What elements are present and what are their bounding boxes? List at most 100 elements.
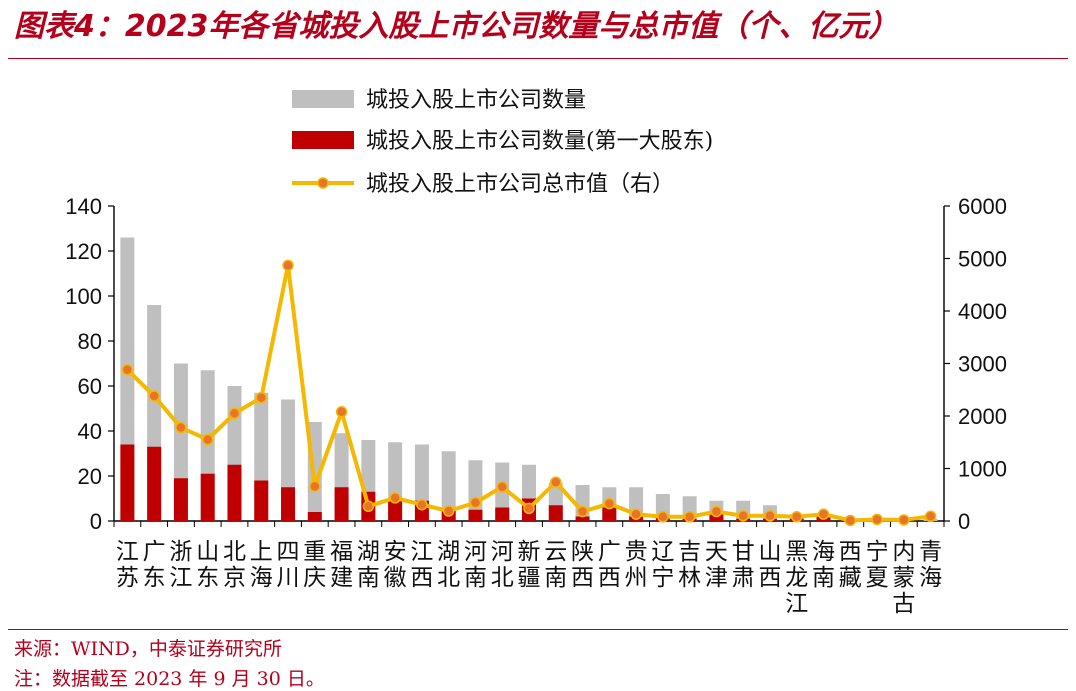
category-label: 天津 (705, 539, 728, 591)
axes: 0 20 40 60 80 100 120 140 0 1000 2000 3000 4000 5000 6… (65, 194, 1007, 534)
right-tick-label: 2000 (958, 404, 1007, 429)
market-value-point (255, 391, 268, 404)
market-value-point (309, 480, 321, 493)
market-value-line (121, 259, 937, 527)
date-note: 注：数据截至 2023 年 9 月 30 日。 (14, 668, 325, 690)
category-label: 宁夏 (866, 539, 889, 591)
bar-first-shareholder (602, 507, 617, 521)
bar-first-shareholder (120, 444, 135, 521)
right-tick-label: 3000 (958, 352, 1007, 377)
market-value-point (442, 505, 455, 517)
category-label: 海南 (812, 539, 835, 591)
legend-label-first-shareholder: 城投入股上市公司数量(第一大股东) (366, 129, 713, 154)
right-tick-label: 0 (958, 509, 970, 534)
market-value-point (389, 492, 401, 504)
bars-total (120, 237, 938, 521)
bar-first-shareholder (575, 516, 590, 521)
market-value-point (576, 505, 589, 518)
category-label: 云南 (544, 539, 567, 591)
legend: 城投入股上市公司数量 城投入股上市公司数量(第一大股东) 城投入股上市公司总市值… (292, 88, 713, 197)
legend-swatch-first-shareholder (292, 131, 354, 149)
market-value-point (550, 476, 562, 488)
market-value-point (871, 513, 883, 526)
market-value-point (282, 259, 294, 272)
left-tick-label: 100 (65, 284, 102, 309)
bar-first-shareholder (227, 464, 242, 521)
category-label: 河南 (464, 539, 487, 591)
bar-first-shareholder (173, 478, 188, 521)
bar-first-shareholder (281, 487, 296, 521)
legend-marker-market-value (317, 177, 329, 189)
bar-first-shareholder (200, 473, 215, 521)
bar-first-shareholder (147, 446, 162, 521)
category-label: 山东 (196, 539, 219, 591)
category-label: 北京 (223, 539, 246, 591)
market-value-point (844, 514, 857, 527)
chart-title: 图表4：2023年各省城投入股上市公司数量与总市值（个、亿元） (14, 9, 899, 44)
left-tick-label: 140 (65, 194, 102, 219)
category-label: 辽宁 (651, 539, 674, 591)
market-value-point (898, 514, 910, 526)
category-label: 四川 (277, 539, 300, 591)
legend-label-total: 城投入股上市公司数量 (366, 88, 586, 113)
market-value-point (924, 510, 937, 523)
category-label: 江西 (410, 539, 433, 591)
category-label: 重庆 (303, 539, 326, 591)
category-label: 湖南 (357, 539, 380, 591)
left-tick-label: 60 (78, 374, 102, 399)
title-rule (8, 58, 1068, 59)
market-value-point (710, 505, 723, 518)
bar-total (441, 451, 456, 521)
market-value-point (469, 496, 482, 509)
market-value-point (737, 510, 749, 522)
market-value-point (416, 498, 428, 511)
right-tick-label: 4000 (958, 299, 1007, 324)
bar-first-shareholder (307, 512, 322, 521)
category-label: 浙江 (169, 539, 192, 591)
market-value-point (175, 421, 187, 434)
bar-first-shareholder (388, 500, 403, 521)
category-label: 陕西 (571, 539, 594, 591)
bar-first-shareholder (495, 507, 510, 521)
category-label: 广西 (598, 539, 621, 591)
category-label: 湖北 (437, 539, 460, 591)
market-value-point (201, 433, 214, 446)
bar-first-shareholder (334, 487, 349, 521)
right-tick-label: 5000 (958, 247, 1007, 272)
market-value-point (228, 407, 241, 420)
bar-first-shareholder (468, 509, 483, 521)
market-value-point (148, 390, 160, 402)
left-tick-label: 120 (65, 239, 102, 264)
market-value-point (362, 500, 375, 513)
market-value-point (523, 502, 535, 515)
legend-label-market-value: 城投入股上市公司总市值（右） (366, 172, 674, 197)
bar-first-shareholder (254, 480, 269, 521)
market-value-point (817, 508, 830, 520)
category-label: 新疆 (518, 539, 541, 591)
category-label: 黑龙江 (785, 539, 808, 617)
market-value-point (657, 511, 669, 523)
category-label: 安徽 (384, 539, 407, 591)
category-label: 贵州 (625, 539, 648, 591)
chart-area: 城投入股上市公司数量 城投入股上市公司数量(第一大股东) 城投入股上市公司总市值… (65, 88, 1007, 617)
market-value-point (121, 364, 134, 376)
category-label: 福建 (330, 539, 353, 591)
category-label: 山西 (758, 539, 781, 591)
left-tick-label: 0 (90, 509, 102, 534)
right-tick-label: 1000 (958, 457, 1007, 482)
bars-first-shareholder (120, 444, 831, 521)
market-value-point (683, 511, 696, 523)
category-label: 河北 (491, 539, 514, 591)
bar-first-shareholder (709, 514, 724, 521)
source-note: 来源：WIND，中泰证券研究所 (14, 638, 282, 660)
market-value-point (335, 406, 348, 418)
legend-swatch-total (292, 90, 354, 108)
market-value-point (603, 497, 616, 510)
market-value-point (630, 508, 642, 520)
left-tick-label: 80 (78, 329, 102, 354)
right-tick-label: 6000 (958, 194, 1007, 219)
left-tick-label: 20 (78, 464, 102, 489)
category-label: 青海 (919, 539, 942, 591)
category-label: 西藏 (839, 539, 862, 591)
category-label: 内蒙古 (892, 539, 915, 617)
